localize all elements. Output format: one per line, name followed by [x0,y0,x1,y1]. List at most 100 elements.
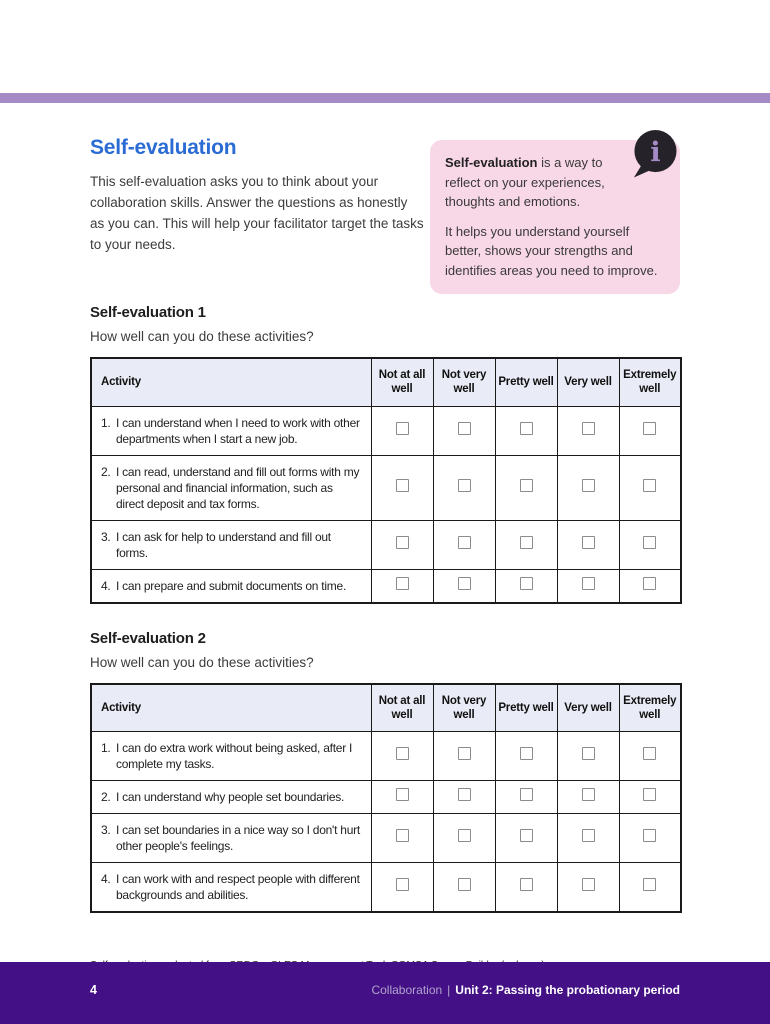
checkbox-cell [494,519,558,570]
checkbox[interactable] [643,788,657,801]
table-row: 2. I can understand why people set bounda… [90,780,682,814]
checkbox[interactable] [395,829,409,842]
column-header: Very well [556,683,620,732]
page-title: Self-evaluation [90,136,237,159]
checkbox[interactable] [457,535,471,549]
row-number: 3. [101,823,111,837]
checkbox[interactable] [395,478,409,492]
checkbox[interactable] [395,788,409,801]
checkbox[interactable] [519,535,533,549]
footer-divider: | [447,983,451,997]
intro-paragraph: This self-evaluation asks you to think a… [90,174,424,252]
checkbox[interactable] [643,829,657,842]
checkbox-cell [494,568,558,603]
checkbox[interactable] [457,829,471,842]
checkbox[interactable] [395,747,409,760]
activity-text: I can work with and respect people with … [116,872,360,902]
checkbox[interactable] [581,478,595,492]
activity-text: I can do extra work without being asked,… [116,741,353,771]
checkbox[interactable] [395,421,409,435]
checkbox-cell [370,405,434,456]
checkbox[interactable] [519,829,533,842]
activity-text: I can read, understand and fill out form… [116,464,360,511]
checkbox[interactable] [395,878,409,891]
checkbox[interactable] [519,576,533,590]
table-header-row: Activity Not at all well Not very well P… [90,683,682,732]
checkbox-cell [556,405,620,456]
checkbox[interactable] [395,576,409,590]
checkbox[interactable] [457,576,471,590]
checkbox[interactable] [457,747,471,760]
checkbox[interactable] [457,878,471,891]
checkbox-cell [494,454,558,521]
checkbox-cell [618,405,682,456]
checkbox[interactable] [581,747,595,760]
activity-cell: 3. I can set boundaries in a nice way so … [90,813,372,863]
checkbox[interactable] [519,478,533,492]
table-header-row: Activity Not at all well Not very well P… [90,357,682,407]
checkbox-cell [556,568,620,603]
activity-cell: 2. I can understand why people set bounda… [90,780,372,814]
checkbox[interactable] [457,788,471,801]
section-self-evaluation-2: Self-evaluation 2 How well can you do th… [90,630,682,913]
checkbox[interactable] [581,788,595,801]
column-header: Pretty well [494,357,558,407]
checkbox[interactable] [457,478,471,492]
checkbox-cell [618,780,682,814]
column-header: Very well [556,357,620,407]
checkbox[interactable] [581,535,595,549]
checkbox[interactable] [581,421,595,435]
table-row: 1. I can do extra work without being aske… [90,731,682,781]
activity-text: I can set boundaries in a nice way so I … [116,823,360,853]
checkbox[interactable] [643,747,657,760]
row-number: 4. [101,578,111,593]
checkbox[interactable] [519,747,533,760]
checkbox[interactable] [643,535,657,549]
checkbox[interactable] [643,421,657,435]
checkbox-cell [370,568,434,603]
checkbox-cell [618,568,682,603]
section-question: How well can you do these activities? [90,329,314,344]
info-box-lead: Self-evaluation is a way to reflect on y… [445,153,666,212]
row-number: 1. [101,741,111,755]
footer-course-label: Collaboration [371,983,443,997]
page-number: 4 [90,983,97,997]
checkbox[interactable] [643,576,657,590]
checkbox-cell [432,780,496,814]
checkbox-cell [494,780,558,814]
checkbox-cell [618,813,682,863]
column-header: Not at all well [370,357,434,407]
info-box: i Self-evaluation is a way to reflect on… [430,130,680,294]
activity-column-header: Activity [90,683,372,732]
checkbox-cell [618,731,682,781]
checkbox-cell [556,862,620,913]
checkbox[interactable] [457,421,471,435]
checkbox[interactable] [581,829,595,842]
activity-cell: 2. I can read, understand and fill out fo… [90,454,372,521]
section-heading: Self-evaluation 1 [90,304,206,321]
checkbox[interactable] [643,878,657,891]
table-row: 1. I can understand when I need to work w… [90,405,682,456]
activity-text: I can prepare and submit documents on ti… [116,578,347,593]
checkbox[interactable] [581,576,595,590]
checkbox-cell [432,519,496,570]
checkbox[interactable] [643,478,657,492]
activity-column-header: Activity [90,357,372,407]
info-box-lead-rest: is a way to reflect on your experiences,… [445,155,605,209]
checkbox-cell [494,862,558,913]
activity-text: I can ask for help to understand and fil… [116,529,331,560]
checkbox-cell [494,405,558,456]
info-box-body: It helps you understand yourself better,… [445,223,658,278]
activity-text: I can understand why people set boundari… [116,790,345,804]
checkbox[interactable] [395,535,409,549]
checkbox[interactable] [519,421,533,435]
table-row: 4. I can prepare and submit documents on … [90,568,682,603]
svg-text:i: i [650,136,660,168]
checkbox[interactable] [581,878,595,891]
activity-cell: 1. I can do extra work without being aske… [90,731,372,781]
checkbox[interactable] [519,878,533,891]
table-row: 2. I can read, understand and fill out fo… [90,454,682,521]
checkbox[interactable] [519,788,533,801]
checkbox-cell [370,780,434,814]
checkbox-cell [432,862,496,913]
